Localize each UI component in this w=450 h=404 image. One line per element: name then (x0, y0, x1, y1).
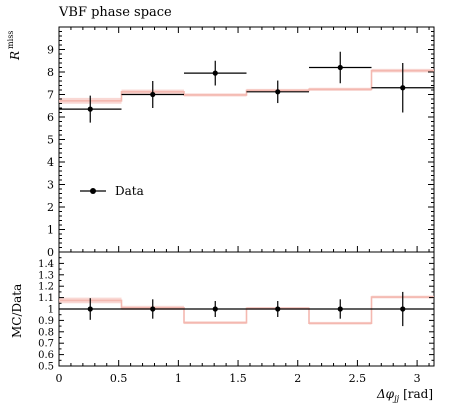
ratio-mc-step-line (59, 296, 434, 325)
main-y-axis-label: Rmiss (6, 31, 22, 61)
ratio-y-tick-label: 0.8 (38, 327, 54, 338)
data-point-1 (150, 91, 156, 98)
main-y-tick-label: 4 (47, 156, 54, 169)
ratio-plot-area (59, 291, 434, 327)
main-y-tick-label: 8 (47, 66, 54, 79)
x-tick-label: 1 (175, 372, 182, 385)
ratio-y-tick-label: 0.7 (38, 339, 54, 350)
x-axis-label: Δφjj [rad] (376, 387, 433, 403)
x-tick-label: 3 (414, 372, 421, 385)
ratio-y-tick-label: 1.1 (38, 293, 54, 304)
data-point-0 (87, 106, 93, 112)
ratio-data-point-4 (337, 306, 343, 312)
ratio-y-tick-label: 0.5 (38, 362, 54, 373)
main-y-axis-label-symbol: R (8, 51, 22, 61)
ratio-y-tick-label: 0.9 (38, 316, 54, 327)
ratio-data-point-0 (87, 306, 93, 312)
data-point-5 (400, 85, 406, 91)
main-y-tick-label: 5 (47, 134, 54, 147)
ratio-y-tick-label: 1.2 (38, 282, 54, 293)
legend-data-marker (90, 188, 96, 194)
x-axis-label-main: Δφ (376, 387, 395, 401)
ratio-y-tick-label: 1 (48, 305, 54, 316)
data-point-2 (212, 70, 218, 76)
x-axis-label-subscript: jj (392, 394, 399, 403)
x-tick-label: 1.5 (229, 372, 247, 385)
x-axis-label-unit: [rad] (403, 387, 433, 401)
ratio-data-point-5 (400, 306, 406, 312)
chart-title: VBF phase space (58, 5, 172, 20)
main-y-axis-label-superscript: miss (6, 31, 15, 49)
main-y-tick-label: 7 (47, 89, 54, 102)
main-y-tick-label: 1 (47, 224, 54, 237)
legend-data-label: Data (115, 184, 144, 198)
main-y-tick-label: 9 (47, 44, 54, 57)
x-tick-label: 0 (56, 372, 63, 385)
main-plot-area (59, 51, 434, 123)
ratio-y-tick-label: 0.6 (38, 350, 54, 361)
x-tick-label: 2.5 (349, 372, 367, 385)
ratio-data-point-2 (212, 306, 218, 312)
x-tick-label: 0.5 (110, 372, 128, 385)
ratio-data-point-3 (275, 306, 281, 312)
legend: Data (80, 184, 144, 198)
main-y-tick-label: 6 (47, 111, 54, 124)
ratio-y-tick-label: 1.3 (38, 270, 54, 281)
main-y-tick-label: 2 (47, 201, 54, 214)
main-y-tick-label: 3 (47, 179, 54, 192)
data-point-4 (337, 64, 343, 71)
main-y-tick-label: 0 (47, 246, 54, 259)
x-tick-label: 2 (294, 372, 301, 385)
data-point-3 (275, 89, 281, 95)
ratio-y-tick-label: 1.4 (38, 259, 54, 270)
ratio-y-axis-label: MC/Data (10, 284, 24, 338)
main-plot-frame (58, 26, 435, 253)
mc-step-line (59, 69, 434, 102)
ratio-data-point-1 (150, 306, 156, 312)
